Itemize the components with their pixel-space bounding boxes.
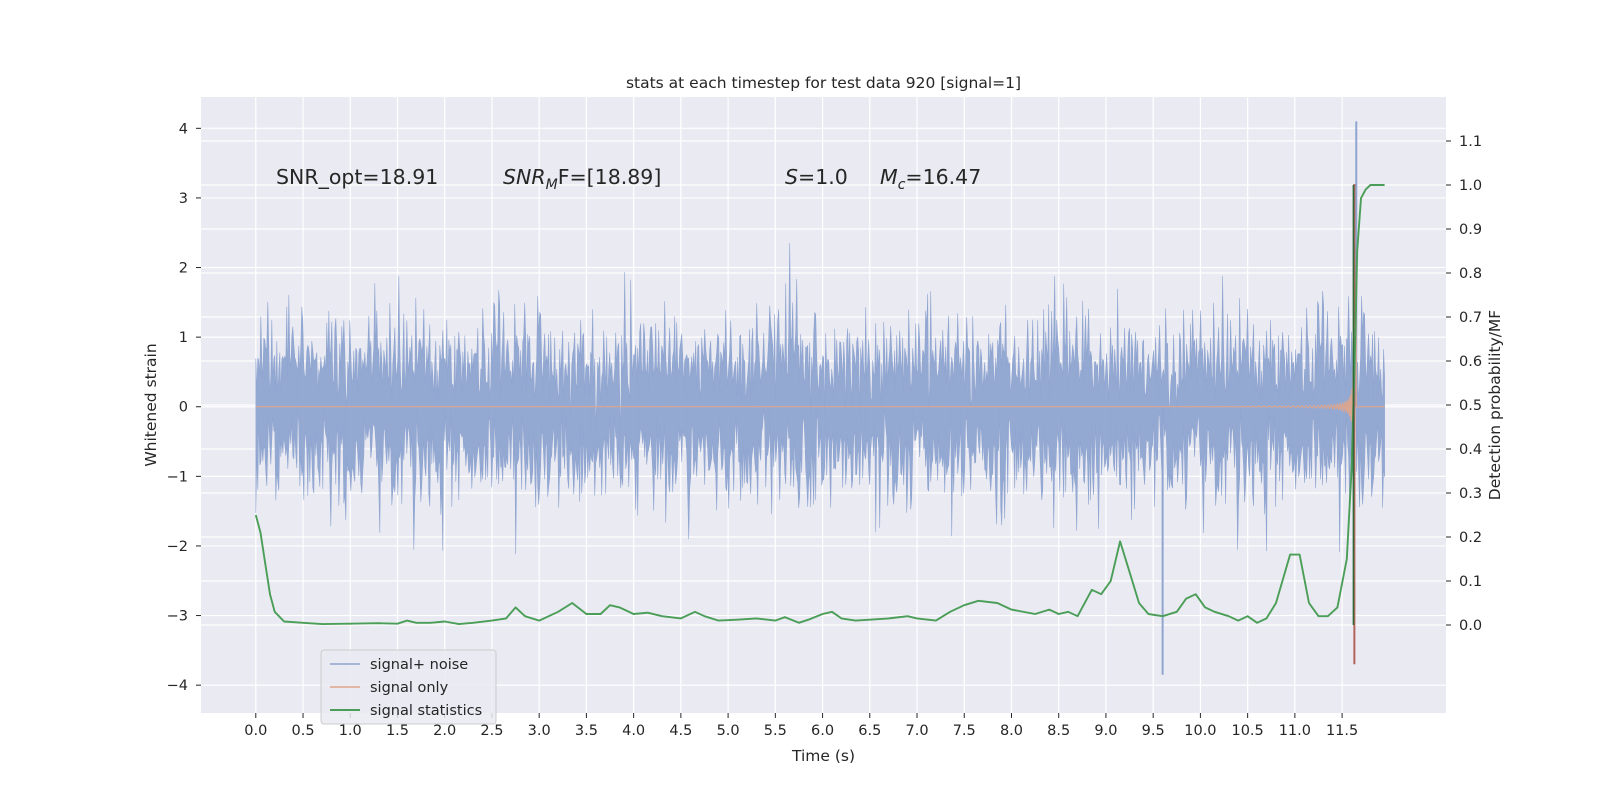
y-right-tick-label: 0.7 bbox=[1459, 310, 1482, 326]
y-right-tick-label: 0.5 bbox=[1459, 398, 1482, 414]
x-tick-label: 6.5 bbox=[858, 723, 881, 739]
legend-label-2: signal statistics bbox=[370, 703, 482, 719]
y-right-tick-label: 0.1 bbox=[1459, 574, 1482, 590]
legend-label-1: signal only bbox=[370, 680, 449, 696]
x-axis-label: Time (s) bbox=[791, 747, 855, 765]
y-tick-label: 1 bbox=[179, 330, 188, 346]
legend-box bbox=[320, 649, 497, 725]
x-tick-label: 9.0 bbox=[1094, 723, 1117, 739]
y-right-tick-label: 0.3 bbox=[1459, 486, 1482, 502]
y-right-tick-label: 1.0 bbox=[1459, 178, 1482, 194]
signal-only-series bbox=[255, 184, 1385, 665]
y-tick-label: 4 bbox=[179, 121, 188, 137]
y-axis-right-label: Detection probability/MF bbox=[1486, 310, 1504, 501]
x-tick-label: 11.0 bbox=[1279, 723, 1311, 739]
y-tick-label: −4 bbox=[167, 678, 188, 694]
y-right-tick-label: 0.4 bbox=[1459, 442, 1482, 458]
x-tick-label: 1.5 bbox=[386, 723, 409, 739]
x-tick-label: 8.0 bbox=[1000, 723, 1023, 739]
y-right-tick-label: 0.0 bbox=[1459, 618, 1482, 634]
y-right-tick-label: 0.9 bbox=[1459, 222, 1482, 238]
x-tick-label: 1.0 bbox=[339, 723, 362, 739]
x-tick-label: 3.0 bbox=[528, 723, 551, 739]
x-tick-label: 4.0 bbox=[622, 723, 645, 739]
annotation-0: SNR_opt=18.91 bbox=[276, 165, 438, 190]
x-tick-label: 0.5 bbox=[291, 723, 314, 739]
x-tick-label: 0.0 bbox=[244, 723, 267, 739]
legend-label-0: signal+ noise bbox=[370, 657, 468, 673]
y-axis-label: Whitened strain bbox=[142, 343, 160, 466]
x-tick-label: 3.5 bbox=[575, 723, 598, 739]
y-tick-label: −1 bbox=[167, 469, 188, 485]
signal-noise-band bbox=[255, 243, 1385, 555]
y-tick-label: 3 bbox=[179, 191, 188, 207]
chart-title: stats at each timestep for test data 920… bbox=[626, 74, 1021, 92]
x-tick-label: 5.0 bbox=[717, 723, 740, 739]
x-tick-label: 7.5 bbox=[953, 723, 976, 739]
annotation-2: S=1.0 bbox=[785, 165, 848, 189]
y-tick-label: 0 bbox=[179, 400, 188, 416]
y-right-tick-label: 0.2 bbox=[1459, 530, 1482, 546]
y-right-tick-label: 1.1 bbox=[1459, 134, 1482, 150]
signal-only-line bbox=[255, 276, 1385, 468]
y-tick-label: −2 bbox=[167, 539, 188, 555]
x-tick-label: 2.5 bbox=[480, 723, 503, 739]
x-tick-label: 6.0 bbox=[811, 723, 834, 739]
legend: signal+ noise signal only signal statistic… bbox=[320, 649, 497, 725]
x-tick-label: 2.0 bbox=[433, 723, 456, 739]
annotation-1: SNRMF=[18.89] bbox=[503, 165, 661, 193]
axes: 0.0 0.5 1.0 1.5 2.0 2.5 3.0 3.5 4.0 4.5 5.0 5.5 6.0 6… bbox=[167, 121, 1482, 739]
x-tick-label: 4.5 bbox=[669, 723, 692, 739]
x-tick-label: 7.0 bbox=[905, 723, 928, 739]
x-tick-label: 11.5 bbox=[1326, 723, 1358, 739]
y-tick-label: 2 bbox=[179, 261, 188, 277]
x-tick-label: 10.5 bbox=[1231, 723, 1263, 739]
y-right-tick-label: 0.8 bbox=[1459, 266, 1482, 282]
x-tick-label: 9.5 bbox=[1142, 723, 1165, 739]
x-tick-label: 10.0 bbox=[1184, 723, 1216, 739]
annotation-3: Mc=16.47 bbox=[880, 165, 981, 193]
x-tick-label: 8.5 bbox=[1047, 723, 1070, 739]
annotations: SNR_opt=18.91 SNRMF=[18.89] S=1.0 Mc=16.47 bbox=[276, 165, 981, 193]
y-tick-label: −3 bbox=[167, 609, 188, 625]
signal-statistics-series bbox=[254, 184, 1385, 626]
x-tick-label: 5.5 bbox=[764, 723, 787, 739]
signal-statistics-line bbox=[254, 184, 1385, 626]
y-right-tick-label: 0.6 bbox=[1459, 354, 1482, 370]
